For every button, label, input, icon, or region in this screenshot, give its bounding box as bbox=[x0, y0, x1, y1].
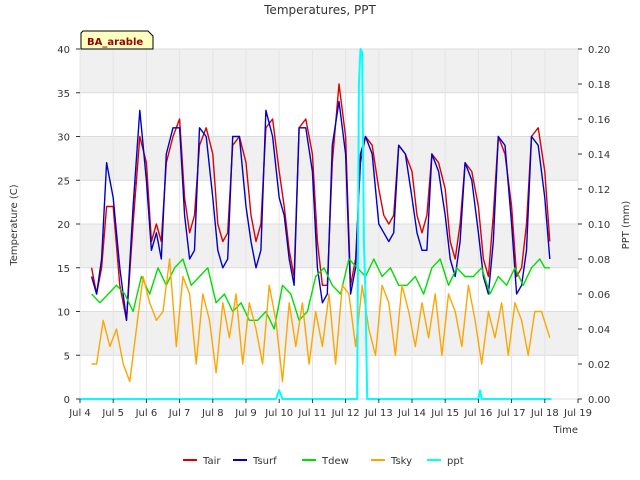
series-lines bbox=[80, 48, 552, 400]
x-tick-label: Jul 6 bbox=[135, 408, 158, 419]
x-tick-label: Jul 8 bbox=[201, 408, 224, 419]
x-tick-label: Jul 19 bbox=[563, 408, 592, 419]
x-tick-label: Jul 11 bbox=[297, 408, 326, 419]
legend-label-tdew: Tdew bbox=[321, 456, 349, 467]
y-tick-label: 20 bbox=[57, 220, 70, 231]
series-line-tair bbox=[90, 83, 551, 321]
background-band bbox=[80, 311, 578, 356]
right-y-tick-label: 0.12 bbox=[588, 185, 610, 196]
x-tick-label: Jul 14 bbox=[397, 408, 426, 419]
x-tick-label: Jul 12 bbox=[331, 408, 360, 419]
right-y-axis-label: PPT (mm) bbox=[621, 201, 632, 250]
right-y-tick-label: 0.08 bbox=[588, 255, 610, 266]
x-tick-label: Jul 5 bbox=[101, 408, 124, 419]
y-tick-label: 0 bbox=[64, 395, 70, 406]
background-band bbox=[80, 136, 578, 181]
x-tick-label: Jul 10 bbox=[264, 408, 293, 419]
x-tick-label: Jul 13 bbox=[364, 408, 393, 419]
x-tick-label: Jul 9 bbox=[234, 408, 257, 419]
x-tick-label: Jul 4 bbox=[68, 408, 91, 419]
legend-label-tsky: Tsky bbox=[390, 456, 412, 467]
background-band bbox=[80, 49, 578, 93]
chart-title: Temperatures, PPT bbox=[263, 3, 376, 17]
y-tick-label: 30 bbox=[57, 133, 70, 144]
y-tick-label: 35 bbox=[57, 89, 70, 100]
right-y-tick-label: 0.18 bbox=[588, 80, 610, 91]
right-y-tick-label: 0.04 bbox=[588, 325, 610, 336]
x-tick-label: Jul 16 bbox=[463, 408, 492, 419]
y-tick-label: 10 bbox=[57, 308, 70, 319]
y-tick-label: 5 bbox=[64, 351, 70, 362]
right-y-tick-label: 0.00 bbox=[588, 395, 610, 406]
x-tick-label: Jul 15 bbox=[430, 408, 459, 419]
y-axis-ticks: 0 5 10 15 20 25 30 35 40 bbox=[57, 45, 80, 406]
x-tick-label: Jul 17 bbox=[497, 408, 526, 419]
y-axis-label: Temperature (C) bbox=[9, 184, 20, 266]
right-y-tick-label: 0.16 bbox=[588, 115, 610, 126]
y-tick-label: 40 bbox=[57, 45, 70, 56]
legend: Tair Tsurf Tdew Tsky ppt bbox=[183, 456, 464, 467]
series-line-tsky bbox=[91, 258, 551, 383]
legend-label-ppt: ppt bbox=[447, 456, 464, 467]
y-tick-label: 15 bbox=[57, 264, 70, 275]
right-y-tick-label: 0.10 bbox=[588, 220, 610, 231]
right-y-tick-label: 0.14 bbox=[588, 150, 610, 161]
x-tick-label: Jul 18 bbox=[530, 408, 559, 419]
site-label: BA_arable bbox=[87, 37, 143, 48]
x-axis-label: Time bbox=[553, 425, 578, 436]
legend-label-tsurf: Tsurf bbox=[252, 456, 277, 467]
right-y-axis-ticks: 0.00 0.02 0.04 0.06 0.08 0.10 0.12 0.14 0.16 0.18… bbox=[578, 45, 610, 406]
x-axis-ticks: Jul 4 Jul 5 Jul 6 Jul 7 Jul 8 Jul 9 Jul 10 Jul … bbox=[68, 399, 592, 419]
right-y-tick-label: 0.20 bbox=[588, 45, 610, 56]
series-line-ppt bbox=[80, 48, 552, 400]
site-label-box: BA_arable bbox=[80, 30, 154, 50]
right-y-tick-label: 0.06 bbox=[588, 290, 610, 301]
x-tick-label: Jul 7 bbox=[168, 408, 191, 419]
right-y-tick-label: 0.02 bbox=[588, 360, 610, 371]
legend-label-tair: Tair bbox=[202, 456, 221, 467]
series-line-tsurf bbox=[90, 100, 551, 321]
series-line-tdew bbox=[91, 258, 550, 330]
y-tick-label: 25 bbox=[57, 176, 70, 187]
